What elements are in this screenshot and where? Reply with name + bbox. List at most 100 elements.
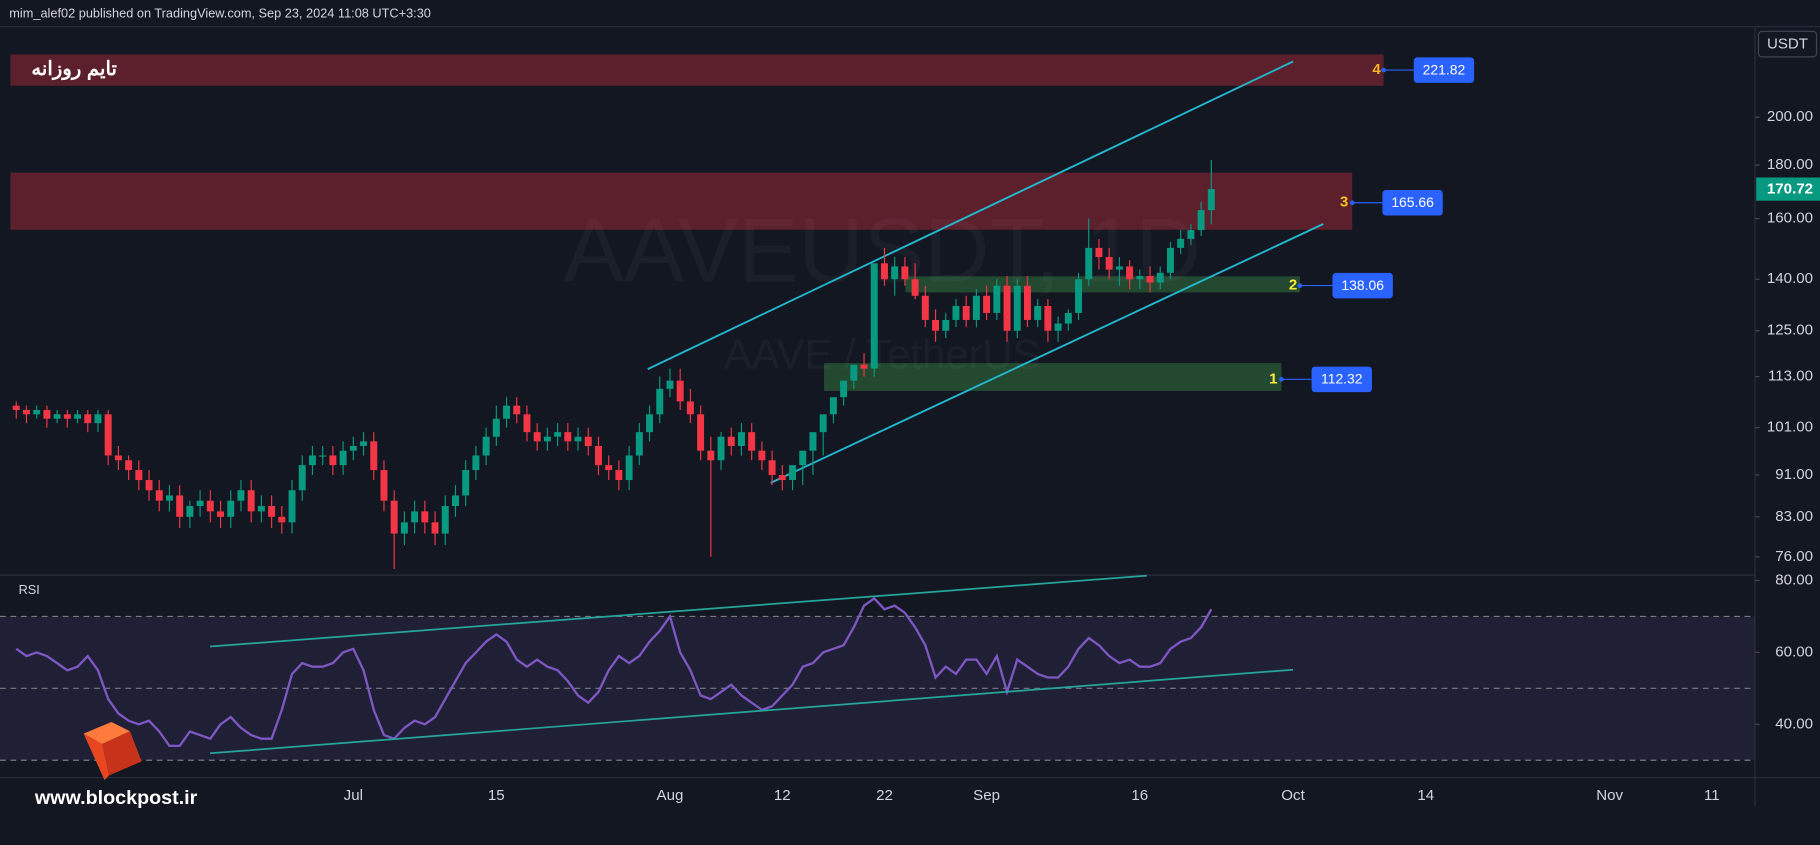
price-tag: [1332, 272, 1393, 299]
channel-upper: [647, 60, 1294, 370]
y-tick-label: 91.00: [1775, 466, 1813, 483]
x-tick-label: 16: [1131, 787, 1148, 804]
candle-body: [1197, 210, 1205, 231]
candle-body: [901, 266, 909, 280]
candle-body: [615, 470, 623, 481]
candle-body: [768, 460, 776, 476]
candle-body: [247, 490, 255, 512]
candle-body: [360, 441, 368, 446]
candle-body: [411, 511, 419, 523]
candle-body: [1044, 305, 1052, 331]
y-tick-label: 140.00: [1767, 270, 1813, 287]
y-tick-label: 101.00: [1767, 419, 1813, 436]
logo-right: [102, 731, 142, 776]
symbol-description-watermark: AAVE / TetherUS: [724, 331, 1040, 378]
candle-body: [932, 319, 940, 331]
candle-body: [1166, 247, 1174, 273]
y-tick-label: 83.00: [1775, 508, 1813, 525]
candle-body: [206, 500, 214, 512]
candle-body: [380, 470, 388, 501]
y-tick-label: 60.00: [1775, 643, 1813, 660]
zone-number: 1: [1269, 370, 1277, 387]
candle-body: [697, 414, 705, 451]
candle-body: [1023, 285, 1031, 320]
candle-body: [370, 441, 378, 471]
y-tick-label: 160.00: [1767, 210, 1813, 227]
candle-body: [870, 263, 878, 369]
y-tick-label: 125.00: [1767, 322, 1813, 339]
x-tick-label: 14: [1417, 787, 1434, 804]
candle-body: [513, 405, 521, 415]
candle-body: [84, 414, 92, 424]
price-tag-label: 221.82: [1423, 61, 1466, 77]
candle-body: [993, 285, 1001, 313]
candle-body: [1187, 230, 1195, 239]
candle-body: [288, 490, 296, 523]
zone-number: 4: [1372, 61, 1381, 78]
rsi-line: [15, 596, 1213, 748]
zone-number: 3: [1340, 194, 1348, 211]
candle-body: [1126, 266, 1134, 280]
zone-anchor: [1279, 377, 1284, 382]
candle-body: [962, 305, 970, 320]
candle-body: [482, 436, 490, 456]
candle-body: [1064, 312, 1072, 324]
x-tick-label: Aug: [657, 787, 684, 804]
candle-body: [349, 445, 357, 451]
currency-box: [1757, 30, 1818, 58]
candle-body: [523, 414, 531, 433]
candle-body: [329, 455, 337, 466]
publisher-line: mim_alef02 published on TradingView.com,…: [9, 5, 431, 20]
candle-body: [1013, 285, 1021, 331]
logo-top: [83, 721, 130, 745]
candle-body: [135, 470, 143, 481]
candle-body: [533, 432, 541, 442]
candle-body: [737, 432, 745, 446]
candle-body: [1136, 276, 1144, 280]
candle-body: [12, 405, 20, 410]
candle-body: [676, 380, 684, 402]
candle-body: [155, 490, 163, 501]
y-tick-label: 200.00: [1767, 108, 1813, 125]
x-tick-label: Oct: [1281, 787, 1305, 804]
price-tag: [1413, 57, 1475, 83]
y-tick-label: 40.00: [1775, 715, 1813, 732]
candle-body: [33, 409, 41, 415]
zone-anchor: [1349, 200, 1355, 206]
zone-number: 2: [1289, 277, 1297, 294]
candle-body: [1146, 276, 1154, 283]
last-price-label: 170.72: [1767, 181, 1813, 198]
candle-body: [63, 414, 71, 419]
candle-body: [298, 465, 306, 491]
rsi-channel-lower: [210, 668, 1294, 755]
x-tick-label: 22: [876, 787, 893, 804]
candle-body: [268, 506, 276, 517]
candle-body: [227, 500, 235, 517]
candle-body: [1095, 247, 1103, 258]
candle-body: [1105, 257, 1113, 270]
candle-body: [1115, 266, 1123, 270]
candle-body: [789, 465, 797, 481]
candle-body: [104, 414, 112, 456]
candle-body: [1177, 238, 1185, 248]
candle-body: [308, 455, 316, 466]
y-tick-label: 180.00: [1767, 156, 1813, 173]
candle-body: [1207, 189, 1215, 211]
candle-body: [492, 418, 500, 437]
zone: [10, 172, 1353, 230]
candle-body: [186, 506, 194, 517]
x-tick-label: 11: [1704, 787, 1720, 804]
candle-body: [94, 414, 102, 424]
candle-body: [257, 506, 265, 512]
candle-body: [840, 380, 848, 398]
candle-body: [1156, 272, 1164, 283]
site-watermark: www.blockpost.ir: [34, 787, 198, 809]
candle-body: [145, 480, 153, 491]
rsi-channel: [210, 574, 1294, 755]
candles: [12, 160, 1215, 569]
price-channel: [647, 60, 1324, 484]
candle-body: [942, 319, 950, 331]
